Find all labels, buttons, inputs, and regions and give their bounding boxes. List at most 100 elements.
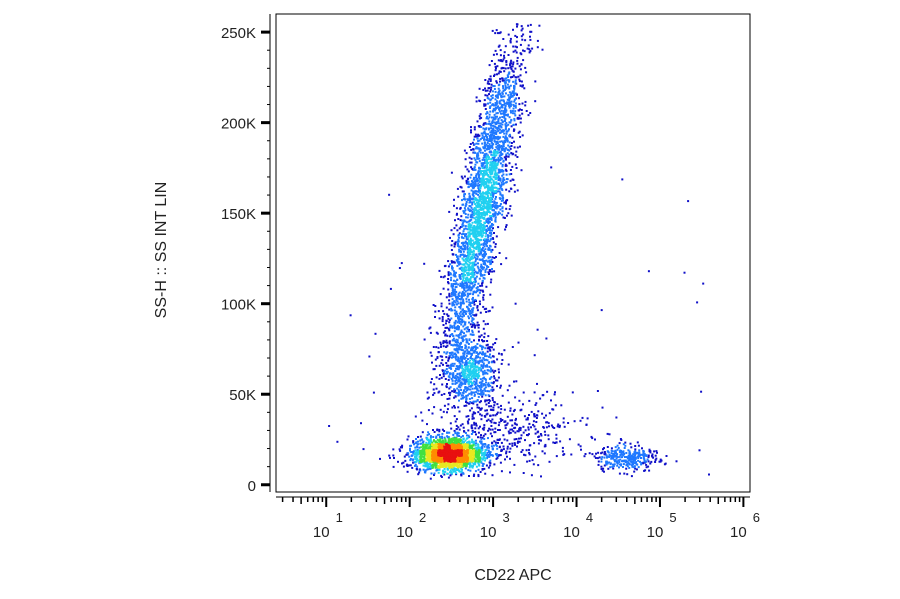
- event-point: [636, 441, 639, 444]
- event-point: [492, 124, 495, 127]
- event-point: [600, 460, 603, 463]
- event-point: [505, 173, 508, 176]
- event-point: [479, 471, 482, 473]
- event-point: [479, 172, 482, 175]
- event-point: [492, 371, 495, 374]
- event-point: [476, 346, 479, 349]
- event-point: [533, 413, 536, 416]
- event-point: [495, 235, 498, 238]
- event-point: [610, 447, 613, 450]
- event-point: [472, 250, 475, 253]
- event-point: [451, 240, 454, 242]
- event-point: [500, 125, 503, 128]
- event-point: [453, 468, 456, 471]
- event-point: [536, 46, 539, 49]
- event-point: [493, 212, 496, 215]
- event-point: [450, 244, 453, 247]
- event-point: [627, 462, 630, 464]
- event-point: [486, 322, 489, 325]
- event-point: [562, 421, 565, 424]
- event-point: [435, 469, 438, 472]
- event-point: [488, 176, 491, 179]
- event-point: [486, 457, 489, 460]
- event-point: [461, 331, 464, 334]
- event-point: [459, 392, 462, 395]
- event-point: [514, 97, 517, 100]
- event-point: [468, 440, 471, 443]
- event-point: [466, 368, 469, 371]
- event-point: [490, 367, 492, 370]
- event-point: [512, 410, 515, 413]
- event-point: [468, 461, 471, 464]
- event-point: [467, 269, 470, 272]
- event-point: [463, 289, 466, 292]
- event-point: [417, 443, 419, 446]
- event-point: [458, 336, 461, 339]
- event-point: [474, 203, 477, 205]
- event-point: [595, 452, 597, 455]
- event-point: [473, 157, 476, 160]
- event-point: [484, 89, 487, 92]
- event-point: [483, 451, 486, 454]
- event-point: [482, 383, 485, 386]
- event-point: [483, 154, 486, 157]
- event-point: [458, 312, 461, 315]
- event-point: [414, 446, 417, 449]
- event-point: [489, 432, 492, 435]
- event-point: [471, 264, 474, 267]
- event-point: [612, 467, 615, 470]
- event-point: [413, 452, 416, 455]
- event-point: [478, 244, 481, 246]
- event-point: [502, 135, 505, 138]
- event-point: [484, 186, 487, 189]
- event-point: [494, 171, 497, 174]
- event-point: [463, 375, 465, 378]
- event-point: [482, 244, 485, 247]
- event-point: [457, 240, 460, 243]
- event-point: [642, 449, 645, 452]
- event-point: [508, 103, 511, 106]
- event-point: [447, 260, 450, 263]
- event-point: [502, 160, 505, 163]
- event-point: [427, 439, 430, 442]
- event-point: [360, 422, 362, 425]
- event-point: [477, 289, 480, 292]
- event-point: [518, 399, 521, 402]
- event-point: [483, 136, 486, 139]
- event-point: [463, 284, 466, 287]
- event-point: [518, 426, 521, 429]
- event-point: [516, 59, 519, 62]
- event-point: [467, 309, 470, 312]
- event-point: [477, 184, 480, 187]
- event-point: [460, 186, 463, 189]
- event-point: [524, 439, 526, 442]
- event-point: [482, 296, 485, 299]
- event-point: [472, 265, 475, 268]
- event-point: [555, 433, 558, 436]
- event-point: [469, 280, 472, 283]
- event-point: [474, 387, 476, 390]
- event-point: [534, 428, 537, 431]
- event-point: [502, 99, 505, 102]
- event-point: [495, 207, 498, 210]
- event-point: [457, 314, 460, 317]
- event-point: [500, 109, 503, 112]
- event-point: [501, 91, 504, 94]
- event-point: [468, 462, 471, 465]
- event-point: [502, 197, 505, 199]
- event-point: [621, 456, 623, 459]
- event-point: [518, 103, 521, 106]
- event-point: [455, 367, 457, 370]
- event-point: [460, 293, 463, 295]
- event-point: [630, 464, 633, 467]
- event-point: [487, 418, 490, 421]
- event-point: [488, 199, 490, 202]
- event-point: [470, 349, 472, 352]
- event-point: [510, 142, 513, 144]
- event-point: [454, 294, 456, 297]
- event-point: [474, 470, 477, 473]
- event-point: [626, 463, 629, 466]
- event-point: [478, 335, 481, 338]
- event-point: [508, 141, 511, 144]
- event-point: [482, 443, 485, 446]
